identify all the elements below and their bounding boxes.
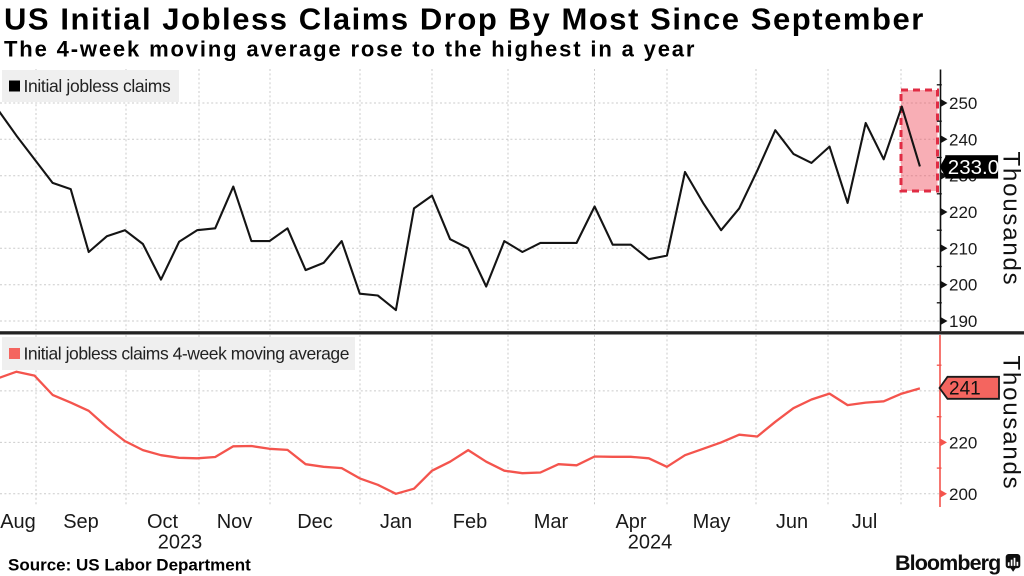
svg-text:Initial jobless claims: Initial jobless claims xyxy=(24,76,172,96)
svg-text:Thousands: Thousands xyxy=(998,356,1024,491)
svg-text:Aug: Aug xyxy=(0,511,36,533)
svg-text:Mar: Mar xyxy=(534,511,569,533)
svg-text:Jun: Jun xyxy=(776,511,808,533)
svg-text:220: 220 xyxy=(949,203,977,222)
svg-text:250: 250 xyxy=(949,94,977,113)
svg-text:Dec: Dec xyxy=(297,511,333,533)
svg-text:Oct: Oct xyxy=(147,511,179,533)
svg-text:US Initial Jobless Claims Drop: US Initial Jobless Claims Drop By Most S… xyxy=(4,2,925,37)
svg-text:May: May xyxy=(693,511,731,533)
svg-text:Initial jobless claims 4-week: Initial jobless claims 4-week moving ave… xyxy=(24,344,350,364)
svg-text:210: 210 xyxy=(949,239,977,258)
svg-text:200: 200 xyxy=(949,276,977,295)
svg-text:220: 220 xyxy=(949,433,977,452)
svg-text:Jan: Jan xyxy=(380,511,412,533)
svg-text:Feb: Feb xyxy=(453,511,487,533)
svg-text:233.0: 233.0 xyxy=(948,156,999,179)
svg-text:Sep: Sep xyxy=(63,511,99,533)
svg-text:241: 241 xyxy=(949,379,981,400)
svg-text:190: 190 xyxy=(949,312,977,331)
svg-text:Bloomberg: Bloomberg xyxy=(895,551,1000,575)
svg-text:240: 240 xyxy=(949,130,977,149)
svg-text:Apr: Apr xyxy=(615,511,646,533)
svg-text:The 4-week moving average rose: The 4-week moving average rose to the hi… xyxy=(4,37,696,62)
svg-text:Nov: Nov xyxy=(217,511,253,533)
svg-text:Source: US Labor Department: Source: US Labor Department xyxy=(8,556,251,575)
svg-text:2024: 2024 xyxy=(628,532,673,554)
svg-text:Thousands: Thousands xyxy=(998,152,1024,287)
svg-text:2023: 2023 xyxy=(158,532,203,554)
svg-text:200: 200 xyxy=(949,485,977,504)
svg-text:Jul: Jul xyxy=(852,511,878,533)
